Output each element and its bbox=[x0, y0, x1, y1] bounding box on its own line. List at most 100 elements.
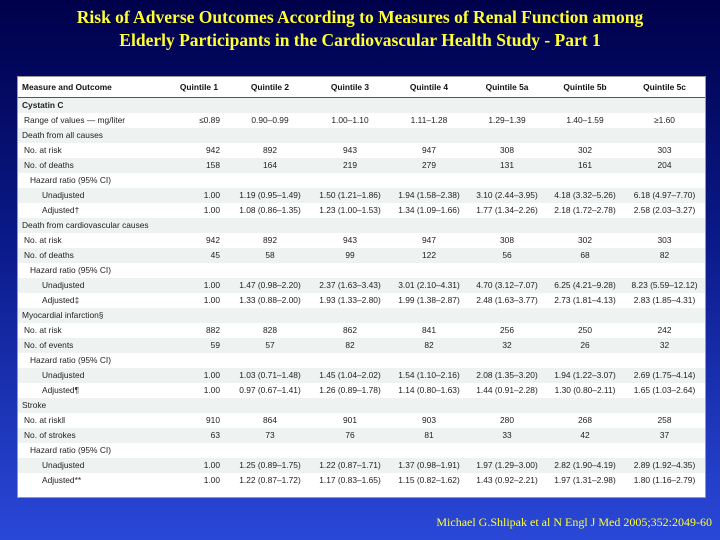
table-cell: 76 bbox=[310, 428, 390, 443]
table-cell: 82 bbox=[624, 248, 705, 263]
table-cell: 1.45 (1.04–2.02) bbox=[310, 368, 390, 383]
table-row: Adjusted† 1.00 1.08 (0.86–1.35) 1.23 (1.00–… bbox=[18, 203, 705, 218]
table-cell bbox=[168, 128, 230, 143]
table-row: Death from all causes bbox=[18, 128, 705, 143]
table-cell: 1.94 (1.58–2.38) bbox=[390, 188, 468, 203]
table-cell bbox=[230, 308, 310, 323]
table-cell: 862 bbox=[343, 325, 357, 335]
header-quintile-4: Quintile 4 bbox=[390, 77, 468, 98]
table-body: Cystatin C Range of values — mg/liter ≤0.8… bbox=[18, 97, 705, 489]
table-cell: 903 bbox=[422, 415, 436, 425]
table-cell: 942 bbox=[206, 235, 220, 245]
table-cell bbox=[624, 308, 705, 323]
table-cell: 82 bbox=[310, 338, 390, 353]
table-cell: 1.30 (0.80–2.11) bbox=[554, 385, 616, 395]
table-row: Myocardial infarction§ bbox=[18, 308, 705, 323]
table-cell: 1.97 (1.31–2.98) bbox=[554, 475, 616, 485]
table-row: Unadjusted 1.00 1.19 (0.95–1.49) 1.50 (1.21… bbox=[18, 188, 705, 203]
table-cell bbox=[390, 173, 468, 188]
table-cell: 250 bbox=[578, 325, 592, 335]
table-cell: 161 bbox=[546, 158, 624, 173]
table-cell: 32 bbox=[468, 338, 546, 353]
table-cell: 943 bbox=[343, 235, 357, 245]
table-cell: 1.00 bbox=[168, 368, 230, 383]
table-cell: 57 bbox=[230, 338, 310, 353]
table-row: Hazard ratio (95% CI) bbox=[18, 353, 705, 368]
row-label: No. of deaths bbox=[18, 158, 168, 173]
table-cell bbox=[624, 398, 705, 413]
table-cell: 308 bbox=[500, 235, 514, 245]
table-cell: 1.77 (1.34–2.26) bbox=[476, 205, 538, 215]
table-cell: 1.43 (0.92–2.21) bbox=[476, 475, 538, 485]
table-cell bbox=[230, 353, 310, 368]
header-measure-outcome: Measure and Outcome bbox=[18, 77, 168, 98]
table-cell: 1.34 (1.09–1.66) bbox=[398, 205, 460, 215]
table-cell: 1.50 (1.21–1.86) bbox=[310, 188, 390, 203]
table-cell bbox=[624, 353, 705, 368]
table-cell bbox=[310, 263, 390, 278]
row-label: Adjusted† bbox=[42, 205, 80, 215]
table-cell: 2.82 (1.90–4.19) bbox=[546, 458, 624, 473]
table-row: Hazard ratio (95% CI) bbox=[18, 263, 705, 278]
table-header-row: Measure and Outcome Quintile 1 Quintile … bbox=[18, 77, 705, 98]
table-cell bbox=[390, 353, 468, 368]
table-cell: ≤0.89 bbox=[199, 115, 220, 125]
row-label: Unadjusted bbox=[18, 188, 168, 203]
table-cell bbox=[624, 97, 705, 113]
table-cell: 4.70 (3.12–7.07) bbox=[468, 278, 546, 293]
table-cell bbox=[310, 308, 390, 323]
table-cell: 1.00 bbox=[168, 278, 230, 293]
table-cell: 1.22 (0.87–1.71) bbox=[310, 458, 390, 473]
table-row: Range of values — mg/liter ≤0.89 0.90–0.99… bbox=[18, 113, 705, 128]
table-cell: 1.00 bbox=[203, 205, 220, 215]
table-cell: 828 bbox=[263, 325, 277, 335]
table-cell bbox=[168, 353, 230, 368]
row-label: Death from cardiovascular causes bbox=[18, 218, 168, 233]
title-line-2: Elderly Participants in the Cardiovascul… bbox=[119, 30, 601, 50]
table-row: Death from cardiovascular causes bbox=[18, 218, 705, 233]
table-cell: 864 bbox=[263, 415, 277, 425]
table-cell: 1.33 (0.88–2.00) bbox=[239, 295, 301, 305]
table-cell: 1.14 (0.80–1.63) bbox=[398, 385, 460, 395]
table-cell: 82 bbox=[390, 338, 468, 353]
row-label: Unadjusted bbox=[18, 368, 168, 383]
row-label: Stroke bbox=[18, 398, 168, 413]
table-cell: 1.80 (1.16–2.79) bbox=[633, 475, 696, 485]
table-cell: 1.03 (0.71–1.48) bbox=[230, 368, 310, 383]
table-cell: 204 bbox=[624, 158, 705, 173]
table-cell: 268 bbox=[578, 415, 592, 425]
table-cell: 1.19 (0.95–1.49) bbox=[230, 188, 310, 203]
table-cell: 942 bbox=[206, 145, 220, 155]
row-label: Hazard ratio (95% CI) bbox=[30, 265, 111, 275]
table-cell: 122 bbox=[390, 248, 468, 263]
table-cell: 1.54 (1.10–2.16) bbox=[390, 368, 468, 383]
table-cell bbox=[468, 128, 546, 143]
table-cell bbox=[546, 353, 624, 368]
table-cell: 1.93 (1.33–2.80) bbox=[319, 295, 381, 305]
table-cell bbox=[310, 443, 390, 458]
table-cell: 219 bbox=[310, 158, 390, 173]
table-cell bbox=[168, 308, 230, 323]
table-cell: 99 bbox=[310, 248, 390, 263]
row-label: No. of events bbox=[18, 338, 168, 353]
table-cell: 1.47 (0.98–2.20) bbox=[230, 278, 310, 293]
table-cell bbox=[390, 218, 468, 233]
table-cell bbox=[390, 128, 468, 143]
table-cell bbox=[546, 173, 624, 188]
table-row: No. at risk‖ 910 864 901 903 280 268 258 bbox=[18, 413, 705, 428]
table-cell bbox=[310, 173, 390, 188]
table-cell bbox=[468, 398, 546, 413]
table-cell: 63 bbox=[168, 428, 230, 443]
table-cell bbox=[546, 218, 624, 233]
table-cell bbox=[468, 353, 546, 368]
row-label: Hazard ratio (95% CI) bbox=[30, 445, 111, 455]
table-cell: 3.01 (2.10–4.31) bbox=[390, 278, 468, 293]
table-cell bbox=[230, 128, 310, 143]
table-cell bbox=[546, 308, 624, 323]
table-cell: 1.65 (1.03–2.64) bbox=[633, 385, 696, 395]
table-cell bbox=[624, 128, 705, 143]
row-label: No. of strokes bbox=[18, 428, 168, 443]
table-cell: 45 bbox=[168, 248, 230, 263]
row-label: Adjusted¶ bbox=[42, 385, 80, 395]
table-cell: 258 bbox=[657, 415, 672, 425]
